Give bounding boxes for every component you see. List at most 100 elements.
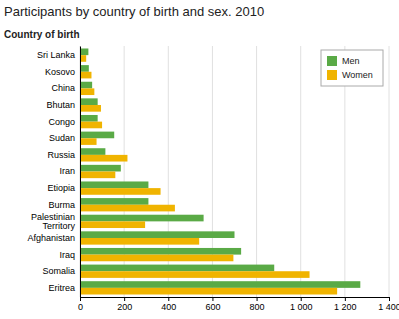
x-tick: 1 200 — [334, 297, 357, 312]
y-tick: Somalia — [42, 266, 80, 276]
bar — [80, 198, 148, 205]
y-tick-label: PalestinianTerritory — [31, 212, 76, 231]
x-tick-label: 200 — [117, 302, 132, 312]
y-axis-line — [80, 47, 81, 298]
bar — [80, 148, 105, 155]
bar-series — [80, 48, 360, 287]
grid-line — [80, 46, 81, 297]
bar — [80, 205, 175, 212]
y-tick-label: Bhutan — [46, 100, 75, 110]
y-tick-label: Somalia — [42, 266, 75, 276]
y-tick: Russia — [47, 150, 80, 160]
grid-line — [300, 46, 301, 297]
x-tick-mark — [80, 297, 81, 301]
bar — [80, 105, 101, 112]
x-tick-mark — [345, 297, 346, 301]
y-axis: Sri LankaKosovoChinaBhutanCongoSudanRuss… — [27, 47, 80, 298]
bar — [80, 172, 115, 179]
y-tick: Sudan — [49, 133, 80, 143]
bar — [80, 215, 204, 222]
y-tick: Kosovo — [45, 67, 80, 77]
bar — [80, 72, 91, 79]
chart-container: Participants by country of birth and sex… — [0, 0, 399, 319]
legend-item: Men — [327, 56, 360, 66]
legend-item: Women — [327, 70, 373, 80]
y-axis-label: Country of birth — [4, 29, 80, 40]
y-tick: Etiopia — [47, 183, 80, 193]
x-tick-mark — [124, 297, 125, 301]
x-axis: 0 200 400 600 800 1 000 1 200 1 400 — [78, 297, 399, 312]
bar — [80, 165, 121, 172]
bar — [80, 255, 233, 262]
bar — [80, 88, 94, 95]
x-tick: 800 — [250, 297, 265, 312]
x-tick-label: 0 — [78, 302, 83, 312]
y-tick: Iraq — [59, 249, 80, 259]
y-tick: PalestinianTerritory — [31, 212, 80, 231]
bar — [80, 122, 102, 129]
y-tick: Iran — [59, 166, 80, 176]
y-tick: Congo — [48, 117, 80, 127]
bar — [80, 188, 161, 195]
bar — [80, 181, 148, 188]
x-tick-label: 1 400 — [378, 302, 399, 312]
bar — [80, 65, 89, 72]
legend-frame — [321, 50, 383, 86]
grid-line — [256, 46, 257, 297]
y-tick: Afghanistan — [27, 233, 80, 243]
bar — [80, 132, 114, 139]
bar — [80, 98, 98, 105]
x-tick-mark — [257, 297, 258, 301]
x-tick-mark — [212, 297, 213, 301]
y-tick: China — [51, 83, 80, 93]
grid-line — [389, 46, 390, 297]
x-tick-label: 400 — [161, 302, 176, 312]
y-tick-label: Eritrea — [48, 283, 75, 293]
y-tick: Eritrea — [48, 283, 80, 293]
bar — [80, 48, 88, 55]
y-tick: Bhutan — [46, 100, 80, 110]
bar-series — [80, 55, 337, 294]
bar — [80, 248, 241, 255]
x-tick-mark — [301, 297, 302, 301]
x-tick: 400 — [161, 297, 176, 312]
x-tick: 1 000 — [290, 297, 313, 312]
bar — [80, 271, 310, 278]
plot-area: 02004006008001 0001 2001 400Sri LankaKos… — [27, 46, 399, 312]
bars — [80, 48, 360, 294]
x-tick: 600 — [205, 297, 220, 312]
bar — [80, 281, 360, 288]
legend-label: Women — [342, 70, 373, 80]
y-tick-label: Burma — [48, 200, 75, 210]
y-tick-label: Iraq — [59, 249, 75, 259]
x-tick-label: 600 — [205, 302, 220, 312]
y-tick-label: Congo — [48, 117, 75, 127]
bar — [80, 82, 92, 89]
x-tick-mark — [389, 297, 390, 301]
y-tick-label: Afghanistan — [27, 233, 75, 243]
y-tick-label: Iran — [59, 166, 75, 176]
y-tick-label: Kosovo — [45, 67, 75, 77]
y-tick-label: Etiopia — [47, 183, 75, 193]
y-tick-label: China — [51, 83, 75, 93]
x-tick-label: 1 200 — [334, 302, 357, 312]
x-tick-mark — [168, 297, 169, 301]
grid — [80, 46, 389, 297]
y-tick: Burma — [48, 200, 80, 210]
x-axis-line — [81, 298, 390, 302]
legend-swatch — [327, 56, 337, 66]
x-tick: 200 — [117, 297, 132, 312]
bar — [80, 155, 127, 162]
bar — [80, 221, 145, 228]
legend-label: Men — [342, 56, 360, 66]
bar — [80, 115, 98, 122]
y-tick-label: Sudan — [49, 133, 75, 143]
bar — [80, 238, 199, 245]
bar — [80, 288, 337, 295]
bar — [80, 231, 235, 238]
x-tick-label: 800 — [250, 302, 265, 312]
x-tick: 1 400 — [378, 297, 399, 312]
bar — [80, 265, 274, 272]
bar — [80, 138, 97, 145]
chart-svg: Participants by country of birth and sex… — [0, 0, 399, 319]
